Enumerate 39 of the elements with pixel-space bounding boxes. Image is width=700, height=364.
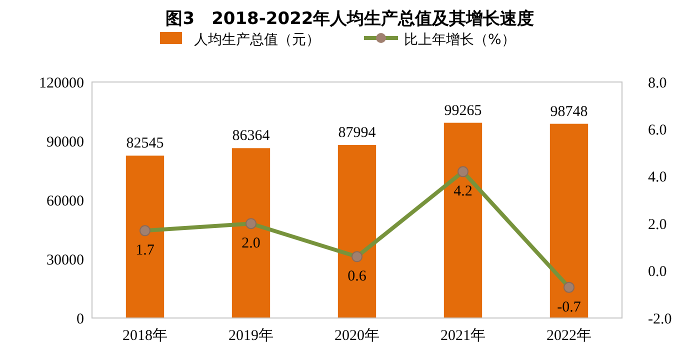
data-label: 4.2 xyxy=(454,184,472,200)
y2-tick-label: 6.0 xyxy=(648,122,667,138)
data-label: 99265 xyxy=(444,102,482,119)
y2-tick-label: 8.0 xyxy=(648,75,667,92)
y-tick-label: 120000 xyxy=(39,75,84,92)
chart-title: 图3 2018-2022年人均生产总值及其增长速度 xyxy=(166,9,534,29)
y2-tick-label: -2.0 xyxy=(648,311,672,328)
x-tick-label: 2018年 xyxy=(122,327,168,344)
data-label: 1.7 xyxy=(136,242,155,259)
y2-tick-label: 2.0 xyxy=(648,216,667,233)
y-tick-label: 60000 xyxy=(46,193,84,210)
x-tick-label: 2019年 xyxy=(228,327,274,344)
point xyxy=(564,282,574,293)
data-label: 87994 xyxy=(338,124,376,141)
point xyxy=(140,225,150,236)
y2-tick-label: 0.0 xyxy=(648,264,667,280)
bar xyxy=(232,148,270,318)
data-label: 2.0 xyxy=(242,236,260,252)
legend-label: 比上年增长（%） xyxy=(404,32,516,48)
bar xyxy=(550,124,588,318)
bar xyxy=(338,144,376,318)
data-label: 82545 xyxy=(126,136,164,152)
bar xyxy=(126,156,164,318)
data-label: 98748 xyxy=(550,104,588,120)
x-tick-label: 2020年 xyxy=(334,327,380,344)
bar xyxy=(444,122,482,318)
data-label: 0.6 xyxy=(348,268,367,285)
x-tick-label: 2022年 xyxy=(546,327,592,344)
data-label: -0.7 xyxy=(557,299,582,316)
legend-label: 人均生产总值（元） xyxy=(194,32,320,48)
y-tick-label: 0 xyxy=(76,311,84,328)
point xyxy=(246,218,256,230)
x-tick-label: 2021年 xyxy=(440,327,486,344)
point xyxy=(352,251,362,262)
y2-tick-label: 4.0 xyxy=(648,170,667,186)
y-tick-label: 90000 xyxy=(46,134,84,150)
point xyxy=(458,166,468,178)
y-tick-label: 30000 xyxy=(46,252,84,268)
data-label: 86364 xyxy=(232,128,270,144)
